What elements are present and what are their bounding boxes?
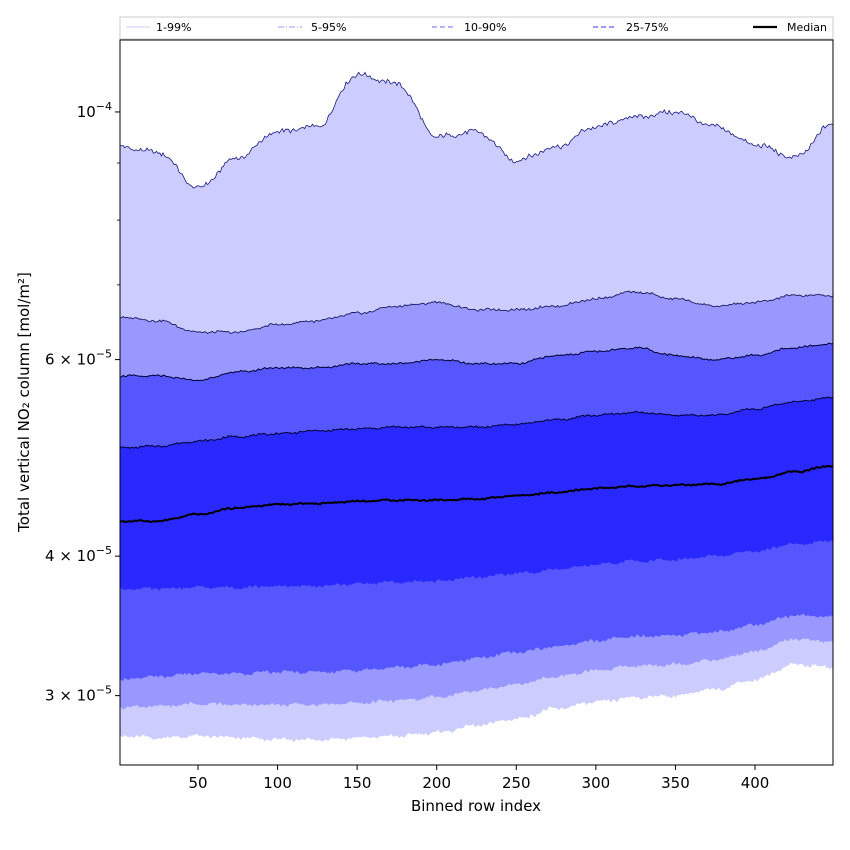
percentile-edge-lines — [120, 71, 833, 524]
x-tick-label: 250 — [502, 774, 531, 792]
legend-label: 10-90% — [464, 21, 506, 34]
plot-frame — [119, 39, 834, 766]
median-line — [120, 464, 833, 524]
legend-label: Median — [787, 21, 827, 34]
band-25-75 — [120, 397, 833, 591]
line-99th — [120, 71, 833, 189]
y-tick-label: 10−4 — [77, 100, 112, 121]
legend-label: 5-95% — [311, 21, 346, 34]
x-tick-label: 100 — [263, 774, 292, 792]
y-tick-label: 4 × 10−5 — [45, 544, 112, 565]
line-95th — [120, 290, 833, 335]
x-tick-label: 350 — [661, 774, 690, 792]
line-75th — [120, 396, 833, 450]
x-tick-label: 400 — [741, 774, 770, 792]
x-tick-label: 200 — [422, 774, 451, 792]
x-tick-label: 50 — [188, 774, 207, 792]
percentile-bands — [120, 72, 833, 743]
y-axis-title: Total vertical NO₂ column [mol/m²] — [15, 272, 33, 533]
legend-label: 25-75% — [626, 21, 668, 34]
y-tick-label: 3 × 10−5 — [45, 684, 112, 705]
line-90th — [120, 342, 833, 382]
x-tick-label: 300 — [582, 774, 611, 792]
legend-box — [119, 16, 834, 40]
y-axis: 3 × 10−5 4 × 10−5 6 × 10−5 10−4 — [45, 100, 120, 705]
x-tick-label: 150 — [343, 774, 372, 792]
y-tick-label: 6 × 10−5 — [45, 348, 112, 369]
x-axis: 50 100 150 200 250 300 350 400 — [188, 765, 769, 792]
legend: 1-99% 5-95% 10-90% 25-75% Median — [119, 16, 834, 40]
x-axis-title: Binned row index — [411, 797, 541, 815]
legend-label: 1-99% — [156, 21, 191, 34]
